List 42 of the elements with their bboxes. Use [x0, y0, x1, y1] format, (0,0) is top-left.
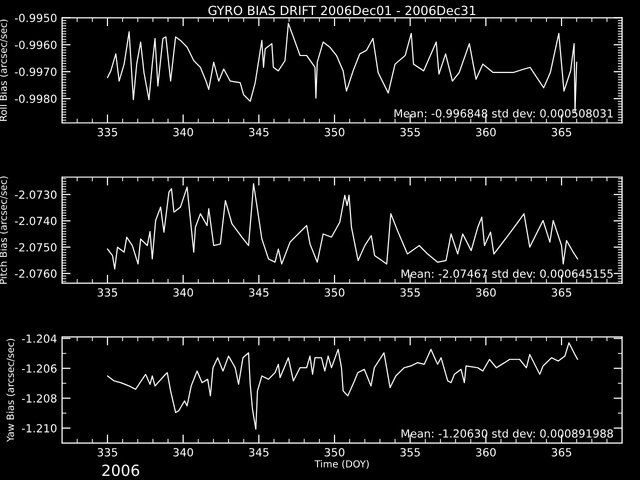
y-tick-label: -2.0740 — [14, 216, 56, 226]
y-tick-label: -0.9970 — [14, 68, 56, 76]
y-tick-label: -1.204 — [22, 334, 57, 343]
y-tick-label: -0.9950 — [14, 14, 56, 22]
x-tick-label: 360 — [476, 288, 496, 297]
x-tick-label: 335 — [98, 448, 118, 456]
y-tick-label: -2.0760 — [14, 269, 56, 278]
y-tick-label: -0.9980 — [14, 94, 56, 103]
y-tick-label: -0.9960 — [14, 40, 56, 50]
x-tick-label: 355 — [400, 128, 420, 136]
y-tick-label: -2.0750 — [14, 243, 56, 252]
y-axis-title: Yaw Bias (arcsec/sec) — [6, 338, 16, 442]
x-tick-label: 365 — [552, 448, 572, 456]
line-series — [106, 342, 578, 430]
x-axis-title: Time (DOY) — [314, 460, 369, 469]
y-tick-label: -2.0730 — [14, 190, 56, 199]
x-tick-label: 350 — [324, 448, 344, 456]
y-tick-label: -1.210 — [22, 424, 56, 432]
x-tick-label: 340 — [173, 288, 194, 297]
x-tick-label: 335 — [98, 128, 118, 136]
x-tick-label: 365 — [552, 288, 572, 297]
x-tick-label: 335 — [98, 288, 118, 297]
x-tick-label: 340 — [173, 128, 194, 136]
x-tick-label: 350 — [324, 128, 344, 136]
text: 2006 — [102, 464, 140, 476]
y-tick-label: -1.208 — [22, 394, 56, 403]
x-tick-label: 345 — [249, 288, 268, 297]
line-series — [106, 183, 578, 270]
x-tick-label: 360 — [476, 128, 496, 136]
annotation: Mean: -1.20630 std dev: 0.000891988 — [402, 429, 613, 438]
chart-title: GYRO BIAS DRIFT 2006Dec01 - 2006Dec31 — [208, 6, 476, 16]
x-tick-label: 340 — [173, 448, 194, 456]
x-tick-label: 355 — [400, 288, 420, 297]
x-tick-label: 345 — [249, 448, 268, 456]
annotation: Mean: -0.996848 std dev: 0.000508031 — [394, 108, 613, 118]
annotation: Mean: -2.07467 std dev: 0.000645155 — [402, 269, 613, 278]
x-tick-label: 350 — [324, 288, 344, 297]
y-tick-label: -1.206 — [22, 364, 57, 373]
x-tick-label: 345 — [249, 128, 268, 136]
x-tick-label: 355 — [400, 448, 420, 456]
x-tick-label: 360 — [476, 448, 496, 456]
x-tick-label: 365 — [552, 128, 572, 136]
